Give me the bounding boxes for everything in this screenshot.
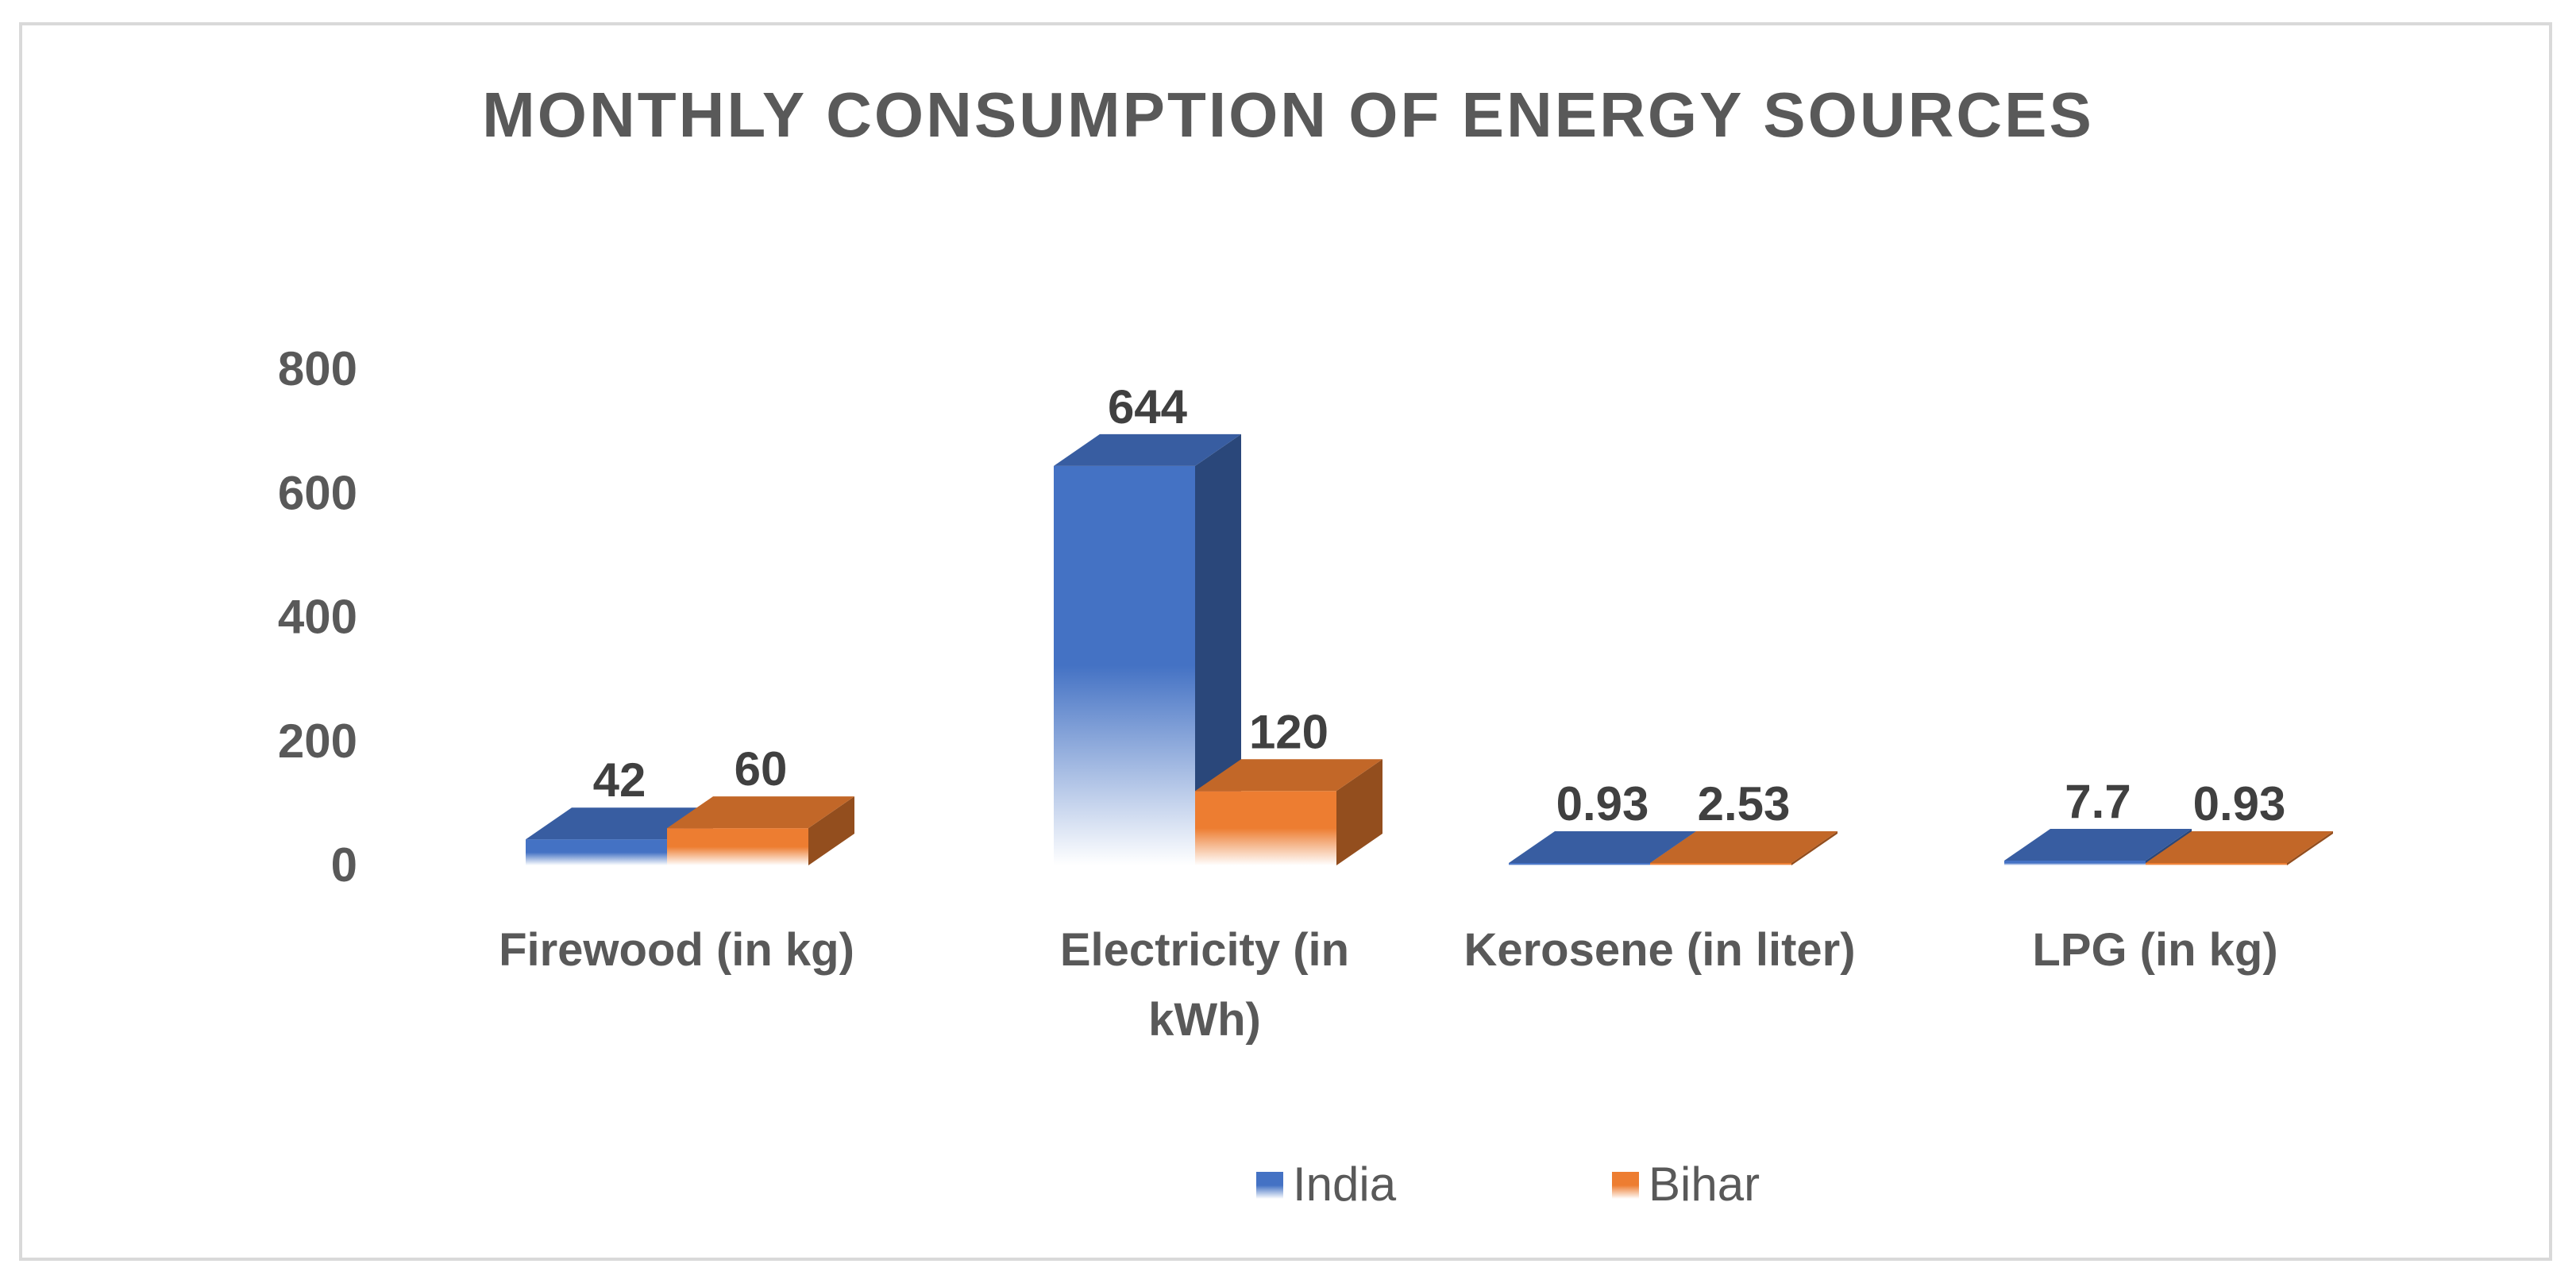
bar-top-face [2146,831,2333,863]
bar-bihar: 2.53 [1650,777,1838,865]
bar-side-face [2287,831,2333,865]
bar-side-face [1195,433,1241,865]
x-category-label: kWh) [1148,994,1261,1046]
data-label: 42 [593,753,646,807]
x-category-label: Firewood (in kg) [499,924,854,976]
bar-side-face [808,796,854,865]
bar-front-face [1650,863,1791,865]
bar-front-face [2146,863,2287,865]
legend-swatch [1612,1172,1639,1199]
bar-top-face [1195,759,1382,792]
legend-item-india: India [1256,1158,1397,1211]
y-tick-label: 800 [278,342,357,395]
bar-india: 644 [1054,380,1241,865]
bar-side-face [1791,831,1838,865]
bar-india: 0.93 [1509,777,1696,865]
y-axis: 0 200 400 600 800 [278,342,357,892]
legend-label: India [1293,1158,1397,1211]
bar-front-face [1195,791,1336,865]
legend-item-bihar: Bihar [1612,1158,1760,1211]
chart-frame [19,22,2552,1261]
legend-label: Bihar [1649,1158,1760,1211]
bars: 42 60 644 120 0.93 2.53 7.7 0.93 [526,380,2333,865]
x-category-label: Electricity (in [1060,924,1349,976]
legend: India Bihar [1256,1158,1760,1211]
bar-side-face [1336,759,1382,865]
x-category-label: LPG (in kg) [2032,924,2277,976]
bar-front-face [667,828,808,865]
bar-india: 7.7 [2004,775,2192,865]
x-axis: Firewood (in kg) Electricity (in kWh) Keros… [499,924,2278,1046]
data-label: 0.93 [1556,777,1649,830]
bar-top-face [1054,433,1241,466]
data-label: 0.93 [2193,777,2286,830]
legend-swatch [1256,1172,1283,1199]
bar-front-face [526,839,667,865]
bar-bihar: 60 [667,742,854,865]
bar-top-face [1509,831,1696,863]
bar-front-face [1054,465,1195,865]
bar-top-face [2004,828,2192,861]
x-category-label: Kerosene (in liter) [1463,924,1855,976]
bar-front-face [1509,863,1650,865]
data-label: 60 [735,742,788,796]
bar-bihar: 0.93 [2146,777,2333,865]
bar-bihar: 120 [1195,705,1382,865]
y-tick-label: 0 [331,838,357,892]
chart-title: MONTHLY CONSUMPTION OF ENERGY SOURCES [482,79,2094,150]
data-label: 7.7 [2065,775,2131,828]
bar-top-face [1650,831,1838,863]
bar-top-face [667,796,854,829]
data-label: 644 [1108,380,1188,433]
data-label: 120 [1249,705,1328,758]
y-tick-label: 400 [278,591,357,644]
bar-front-face [2004,860,2146,865]
y-tick-label: 600 [278,466,357,519]
y-tick-label: 200 [278,715,357,768]
data-label: 2.53 [1698,777,1791,830]
bar-top-face [526,807,713,840]
